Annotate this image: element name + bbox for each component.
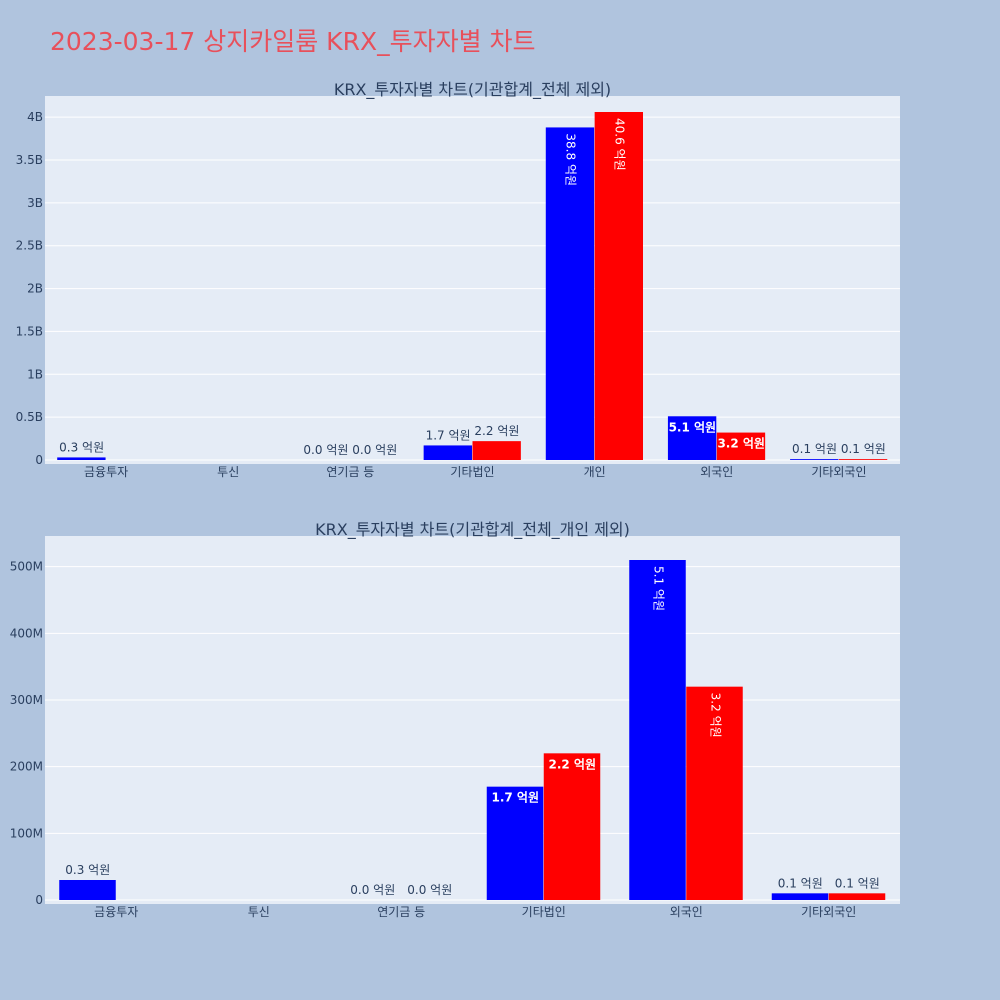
x-tick-label: 금융투자: [94, 905, 138, 919]
y-tick-label: 0: [35, 893, 43, 907]
y-tick-label: 3.5B: [16, 153, 43, 167]
data-label: 3.2 억원: [717, 437, 765, 451]
bar: [423, 445, 472, 460]
data-label: 3.2 억원: [708, 693, 722, 738]
x-tick-label: 외국인: [670, 905, 703, 919]
y-tick-label: 300M: [10, 693, 43, 707]
y-tick-label: 1.5B: [16, 324, 43, 338]
data-label: 2.2 억원: [474, 424, 519, 438]
x-tick-label: 금융투자: [84, 465, 128, 479]
y-tick-label: 2.5B: [16, 239, 43, 253]
data-label: 0.3 억원: [59, 440, 104, 454]
bar: [838, 459, 888, 460]
y-tick-label: 4B: [27, 110, 43, 124]
x-tick-label: 투신: [248, 905, 270, 919]
plot-area-2: [45, 536, 900, 904]
data-label: 5.1 억원: [669, 420, 717, 434]
x-tick-label: 연기금 등: [326, 465, 374, 479]
bar: [594, 112, 643, 460]
y-tick-label: 3B: [27, 196, 43, 210]
data-label: 0.0 억원: [350, 883, 395, 897]
bar: [686, 686, 743, 900]
x-tick-label: 연기금 등: [377, 905, 425, 919]
page-title: 2023-03-17 상지카일룸 KRX_투자자별 차트: [50, 27, 536, 56]
bar: [59, 880, 116, 900]
bar: [629, 560, 686, 900]
x-tick-label: 기타외국인: [801, 905, 856, 919]
y-tick-label: 100M: [10, 826, 43, 840]
y-tick-label: 500M: [10, 560, 43, 574]
y-tick-label: 200M: [10, 760, 43, 774]
bar: [545, 127, 595, 460]
bar: [57, 457, 106, 460]
data-label: 0.1 억원: [835, 876, 880, 890]
data-label: 0.1 억원: [778, 876, 823, 890]
data-label: 0.1 억원: [841, 442, 886, 456]
data-label: 5.1 억원: [651, 566, 665, 611]
x-tick-label: 투신: [217, 465, 239, 479]
data-label: 40.6 억원: [613, 118, 627, 171]
y-tick-label: 2B: [27, 282, 43, 296]
data-label: 1.7 억원: [426, 428, 471, 442]
x-tick-label: 기타법인: [450, 465, 494, 479]
x-tick-label: 외국인: [700, 465, 733, 479]
y-tick-label: 1B: [27, 367, 43, 381]
data-label: 2.2 억원: [548, 757, 596, 771]
data-label: 0.0 억원: [352, 443, 397, 457]
chart-title-1: KRX_투자자별 차트(기관합계_전체 제외): [334, 80, 611, 100]
plot-area-1: [45, 96, 900, 464]
data-label: 38.8 억원: [564, 133, 578, 186]
data-label: 0.0 억원: [303, 443, 348, 457]
bar: [472, 441, 521, 460]
bar: [543, 753, 601, 900]
bar: [790, 459, 839, 460]
x-tick-label: 개인: [584, 465, 606, 479]
data-label: 0.3 억원: [65, 863, 110, 877]
bar: [828, 893, 886, 900]
x-tick-label: 기타법인: [522, 905, 566, 919]
bar: [716, 432, 766, 460]
bar: [771, 893, 829, 900]
data-label: 1.7 억원: [491, 791, 539, 805]
data-label: 0.1 억원: [792, 442, 837, 456]
bar: [486, 786, 544, 900]
bar: [667, 416, 717, 460]
y-tick-label: 0.5B: [16, 410, 43, 424]
y-tick-label: 400M: [10, 626, 43, 640]
x-tick-label: 기타외국인: [811, 465, 866, 479]
y-tick-label: 0: [35, 453, 43, 467]
data-label: 0.0 억원: [407, 883, 452, 897]
chart-title-2: KRX_투자자별 차트(기관합계_전체_개인 제외): [315, 520, 630, 540]
